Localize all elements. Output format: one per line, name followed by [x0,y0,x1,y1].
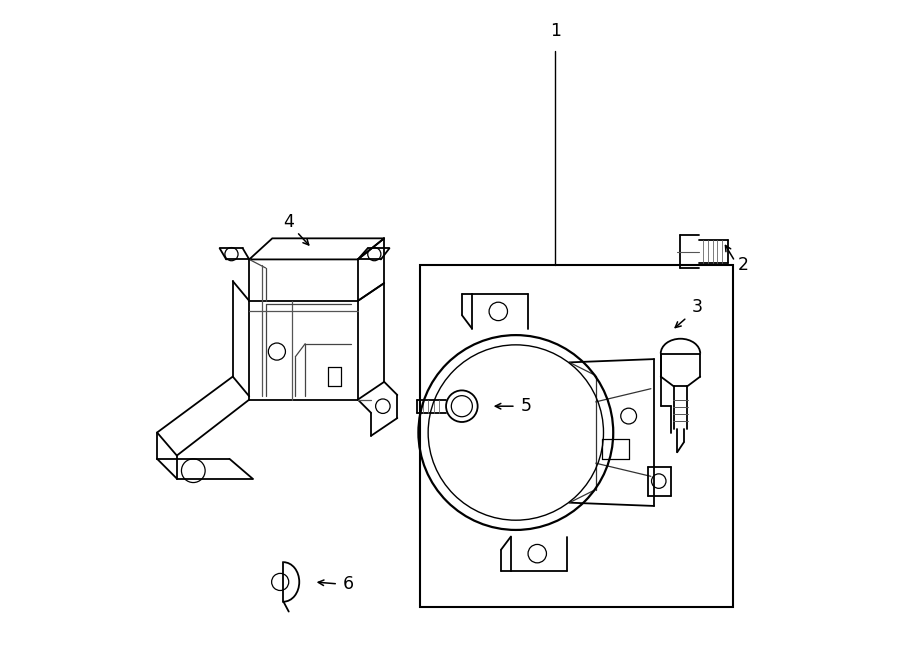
Text: 5: 5 [520,397,531,415]
Bar [420,264,733,607]
Text: 2: 2 [737,256,749,274]
Text: 4: 4 [284,213,294,231]
Text: 6: 6 [342,575,354,593]
Text: 3: 3 [691,299,702,317]
Text: 1: 1 [550,22,561,40]
